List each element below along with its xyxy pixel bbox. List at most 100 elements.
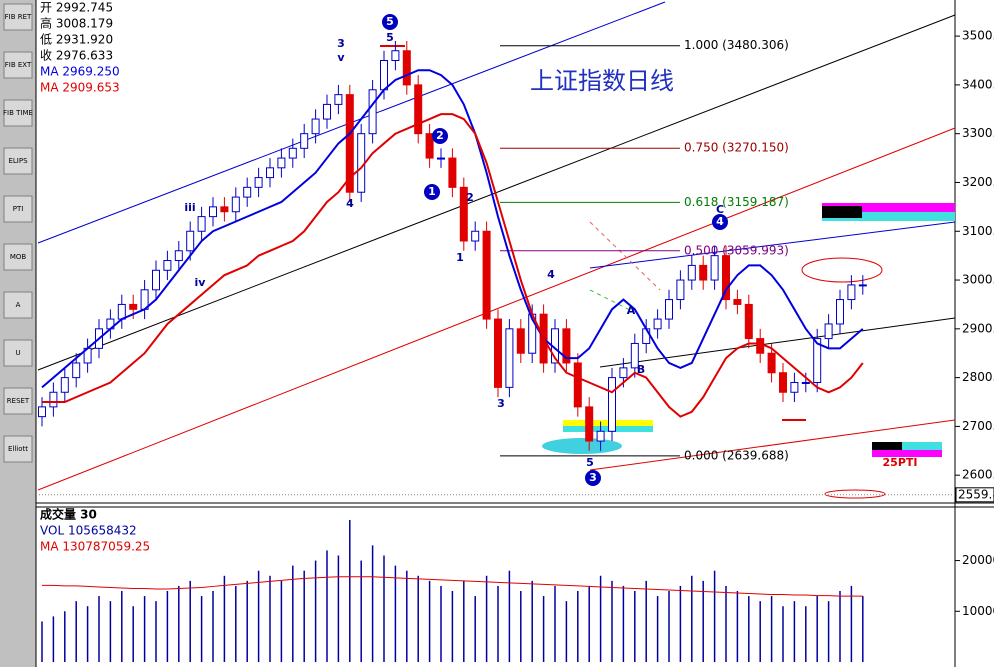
y-tick-label: 3400.: [962, 77, 994, 91]
candle-body: [288, 147, 297, 159]
candle-body: [494, 318, 502, 388]
legend-entry: MA 2969.250: [40, 65, 120, 79]
price-info: 低 2931.920: [40, 33, 113, 47]
candle-body: [60, 377, 69, 393]
box: [872, 442, 902, 450]
candle-body: [72, 362, 81, 379]
candle-body: [38, 406, 46, 418]
tool-label: U: [15, 349, 20, 357]
wave-label: 5: [386, 31, 394, 44]
y-tick-label: 3200.: [962, 175, 994, 189]
candle-body: [220, 206, 229, 213]
tool-button[interactable]: [3, 291, 33, 319]
wave-label: 4: [547, 268, 555, 281]
candle-body: [596, 430, 605, 442]
candle-body: [311, 118, 320, 135]
trend-line: [589, 419, 956, 471]
tool-button[interactable]: [3, 99, 33, 127]
candle-body: [300, 133, 309, 149]
candle-body: [744, 303, 753, 340]
candle-body: [448, 157, 457, 188]
candle-body: [254, 177, 263, 188]
candle-body: [813, 338, 822, 383]
candle-body: [277, 157, 286, 169]
cursor-box: [955, 487, 994, 503]
tool-button[interactable]: [3, 195, 33, 223]
tool-label: A: [16, 301, 21, 309]
candle-body: [357, 133, 366, 193]
y-tick-label: 20000.: [962, 553, 994, 567]
trend-line: [589, 221, 956, 269]
candle-body: [630, 342, 639, 369]
tool-button[interactable]: [3, 435, 33, 463]
tool-button[interactable]: [3, 339, 33, 367]
fib-label: 0.500 (3059.993): [684, 243, 789, 257]
candle-body: [676, 279, 685, 301]
candle-body: [425, 133, 434, 159]
candle-body: [801, 381, 810, 384]
candle-body: [847, 284, 856, 301]
y-tick-label: 3500.: [962, 29, 994, 43]
box: [872, 442, 942, 450]
candle-body: [824, 323, 833, 340]
candle-body: [858, 284, 867, 287]
candle-body: [391, 50, 400, 61]
box: [822, 203, 955, 212]
wave-label: 5: [586, 456, 594, 469]
legend-entry: MA 130787059.25: [40, 540, 150, 554]
trend-line: [37, 127, 956, 491]
candle-body: [152, 269, 160, 291]
tool-label: RESET: [7, 397, 30, 405]
candle-body: [756, 338, 765, 354]
wave-label: 2: [466, 191, 474, 204]
candle-body: [49, 391, 58, 408]
tool-button[interactable]: [3, 387, 33, 415]
wave-label: C: [716, 203, 724, 216]
candle-body: [117, 303, 126, 320]
y-tick-label: 2700.: [962, 419, 994, 433]
candle-body: [836, 299, 844, 325]
tool-button[interactable]: [3, 3, 33, 31]
wave-label: 4: [716, 215, 724, 228]
chart-title: 上证指数日线: [530, 67, 674, 95]
candle-body: [642, 328, 651, 344]
wave-circle: [585, 470, 601, 486]
tool-button[interactable]: [3, 51, 33, 79]
box: [872, 450, 942, 457]
wave-label: B: [637, 363, 645, 376]
y-tick-label: 3300.: [962, 126, 994, 140]
volume-info: VOL 105658432: [40, 524, 137, 538]
candle-body: [665, 299, 673, 320]
price-info: 收 2976.633: [40, 49, 113, 63]
y-tick-label: 3100.: [962, 224, 994, 238]
wave-label: 3: [497, 397, 505, 410]
candle-body: [163, 260, 172, 271]
candle-body: [243, 186, 252, 198]
candle-body: [505, 328, 514, 388]
ma-line: [42, 576, 863, 597]
tool-button[interactable]: [3, 243, 33, 271]
candle-body: [380, 59, 388, 91]
ellipse: [542, 438, 622, 454]
wave-label: 3: [589, 471, 597, 484]
candle-body: [653, 318, 662, 330]
tool-label: PTI: [13, 205, 24, 213]
candle-body: [516, 328, 525, 354]
wave-circle: [424, 184, 440, 200]
wave-circle: [712, 214, 728, 230]
candle-body: [129, 303, 138, 310]
tool-label: FIB EXT: [5, 61, 32, 69]
wave-label: 1: [428, 185, 436, 198]
ma-line: [42, 113, 864, 418]
tool-label: ELIPS: [8, 157, 28, 165]
candle-body: [699, 264, 708, 281]
tool-button[interactable]: [3, 147, 33, 175]
candle-body: [790, 381, 799, 393]
wave-circle: [432, 128, 448, 144]
tool-label: FIB TIME: [3, 109, 33, 117]
tool-label: FIB RET: [5, 13, 32, 21]
wave-label: 5: [386, 15, 394, 28]
candle-body: [174, 250, 183, 262]
ellipse: [801, 257, 883, 283]
